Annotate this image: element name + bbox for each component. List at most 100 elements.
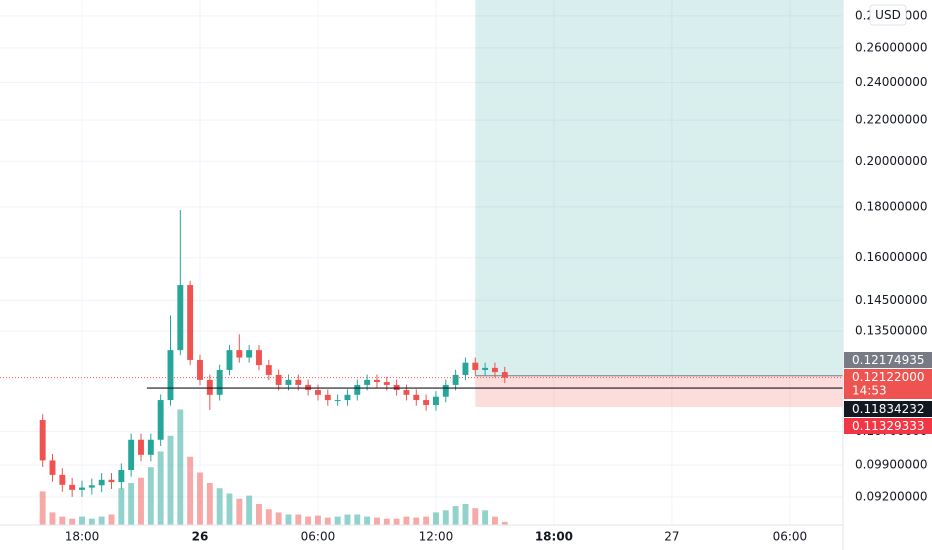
- volume-bar: [413, 517, 420, 525]
- candle-body: [491, 367, 498, 373]
- candle-body: [128, 439, 135, 471]
- y-tick-label: 0.26000000: [855, 40, 928, 54]
- candle-body: [187, 285, 194, 360]
- price-badge-label: 0.12122000: [852, 370, 925, 384]
- candle-body: [197, 359, 203, 380]
- volume-bar: [98, 516, 105, 525]
- x-tick-label: 18:00: [65, 530, 100, 544]
- y-tick-label: 0.09200000: [855, 489, 928, 503]
- volume-bar: [295, 514, 302, 525]
- volume-bar: [383, 518, 390, 525]
- lines: [0, 377, 843, 389]
- volume-bar: [138, 477, 144, 525]
- x-tick-label: 27: [664, 530, 679, 544]
- candle-body: [226, 350, 233, 370]
- price-badge: [844, 369, 932, 399]
- candle-body: [285, 379, 292, 385]
- y-tick-label: 0.22000000: [855, 113, 928, 127]
- volume-bar: [275, 512, 282, 525]
- volume-bar: [128, 483, 135, 525]
- candle-body: [364, 379, 371, 385]
- volume-bar: [364, 516, 371, 525]
- candle-body: [157, 400, 164, 440]
- candle-body: [442, 384, 449, 397]
- volume-bar: [226, 493, 233, 525]
- candle-body: [354, 384, 361, 395]
- candle-body: [206, 379, 213, 395]
- candle-body: [177, 285, 184, 351]
- volume-bar: [246, 495, 253, 525]
- candle-body: [69, 484, 76, 490]
- volume-bar: [491, 516, 498, 525]
- volume-bar: [344, 514, 351, 525]
- volume: [39, 409, 508, 525]
- price-badge: [844, 418, 932, 434]
- volume-bar: [334, 516, 341, 525]
- grid: [0, 0, 843, 525]
- candle-body: [59, 474, 66, 485]
- y-tick-label: 0.09900000: [855, 458, 928, 472]
- volume-bar: [59, 516, 66, 525]
- volume-bar: [452, 506, 459, 525]
- candle-body: [462, 362, 469, 375]
- loss-zone: [475, 375, 843, 407]
- candle-body: [472, 362, 479, 370]
- volume-bar: [374, 517, 380, 525]
- volume-bar: [482, 510, 489, 525]
- x-tick-label: 06:00: [773, 530, 808, 544]
- candle-body: [334, 400, 341, 402]
- volume-bar: [108, 514, 115, 525]
- candle-body: [138, 439, 144, 455]
- x-tick-label: 06:00: [301, 530, 336, 544]
- volume-bar: [442, 510, 449, 525]
- candle-body: [315, 390, 321, 395]
- currency-label[interactable]: USD: [875, 8, 901, 22]
- candle-body: [383, 382, 390, 385]
- candle-body: [246, 350, 253, 358]
- candle-body: [216, 369, 223, 395]
- candle-body: [39, 420, 46, 461]
- volume-bar: [423, 516, 430, 525]
- candle-body: [147, 439, 154, 455]
- volume-bar: [324, 517, 331, 525]
- y-tick-label: 0.13500000: [855, 324, 928, 338]
- candle-body: [324, 394, 331, 401]
- volume-bar: [472, 508, 479, 525]
- volume-bar: [433, 512, 439, 525]
- candle-body: [275, 374, 282, 385]
- volume-bar: [157, 451, 164, 525]
- volume-bar: [403, 516, 410, 525]
- candle-body: [88, 485, 95, 488]
- price-badge: [844, 352, 932, 368]
- candle-body: [403, 390, 410, 395]
- volume-bar: [167, 435, 174, 525]
- currency-button[interactable]: [869, 4, 907, 26]
- candle-body: [118, 470, 125, 483]
- price-badge-label: 0.12174935: [852, 353, 925, 367]
- candle-body: [49, 460, 56, 475]
- volume-bar: [462, 504, 469, 525]
- volume-bar: [315, 515, 321, 525]
- candle-body: [501, 372, 508, 378]
- candle-body: [452, 374, 459, 385]
- countdown-label: 14:53: [852, 384, 887, 398]
- volume-bar: [236, 498, 243, 525]
- candle-body: [482, 367, 489, 370]
- candle-body: [79, 487, 85, 490]
- candle-body: [108, 479, 115, 483]
- volume-bar: [393, 518, 400, 525]
- volume-bar: [39, 491, 46, 525]
- candle-body: [256, 350, 262, 366]
- volume-bar: [285, 514, 292, 525]
- candle-body: [265, 365, 272, 375]
- candle-body: [98, 479, 105, 486]
- y-tick-label: 0.24000000: [855, 75, 928, 89]
- volume-bar: [177, 409, 184, 525]
- volume-bar: [187, 456, 194, 525]
- y-tick-label: 0.18000000: [855, 199, 928, 213]
- x-tick-label: 26: [192, 530, 209, 544]
- candle-body: [374, 379, 380, 383]
